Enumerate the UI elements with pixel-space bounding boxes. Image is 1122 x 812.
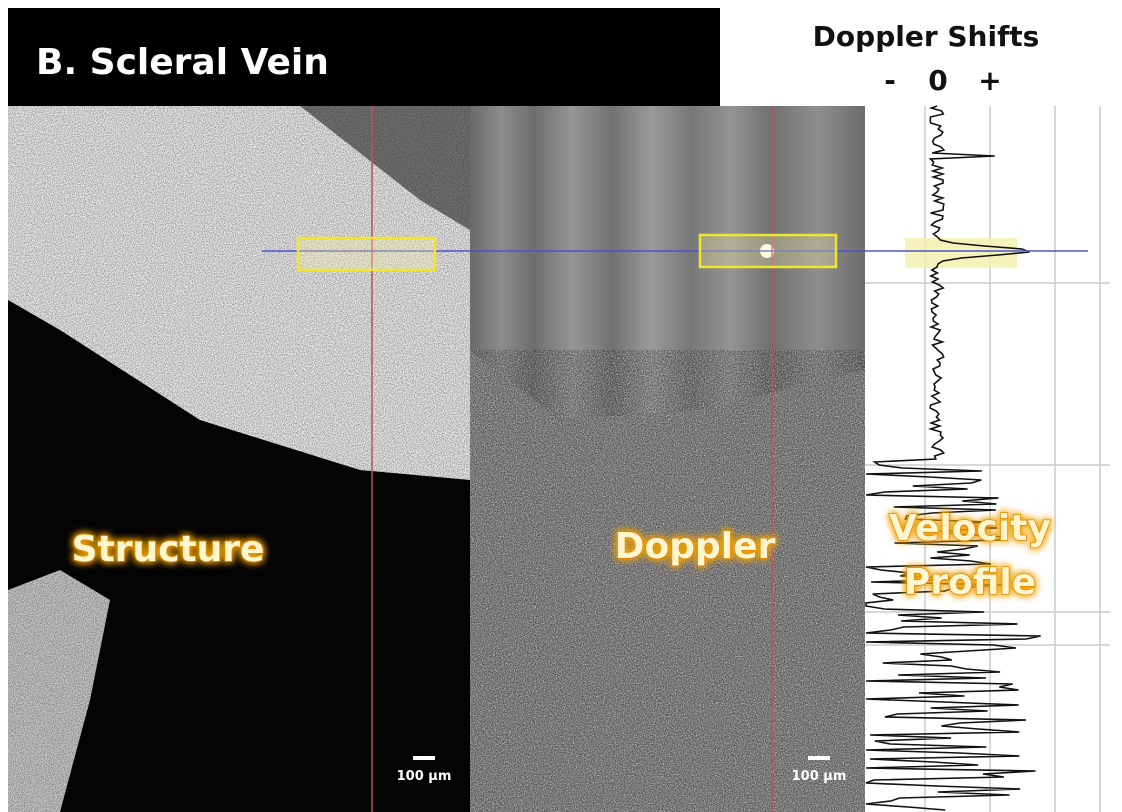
structure-image bbox=[8, 106, 470, 812]
structure-label: Structure bbox=[72, 529, 265, 570]
scale-label: 100 µm bbox=[792, 769, 847, 784]
legend-title: Doppler Shifts bbox=[813, 20, 1040, 53]
doppler-image bbox=[470, 106, 865, 812]
velocity-panel bbox=[865, 106, 1110, 812]
legend-plus: + bbox=[978, 64, 1001, 97]
legend-zero: 0 bbox=[928, 64, 947, 97]
legend-minus: - bbox=[884, 64, 896, 97]
doppler-label: Doppler bbox=[615, 526, 776, 567]
velocity-label: Velocity bbox=[889, 508, 1051, 549]
profile-label: Profile bbox=[904, 562, 1036, 603]
figure: B. Scleral Vein Doppler Shifts - 0 + bbox=[0, 0, 1122, 812]
title: B. Scleral Vein bbox=[36, 42, 329, 83]
scale-label: 100 µm bbox=[397, 769, 452, 784]
roi-box bbox=[700, 235, 836, 267]
roi-box bbox=[298, 238, 435, 270]
